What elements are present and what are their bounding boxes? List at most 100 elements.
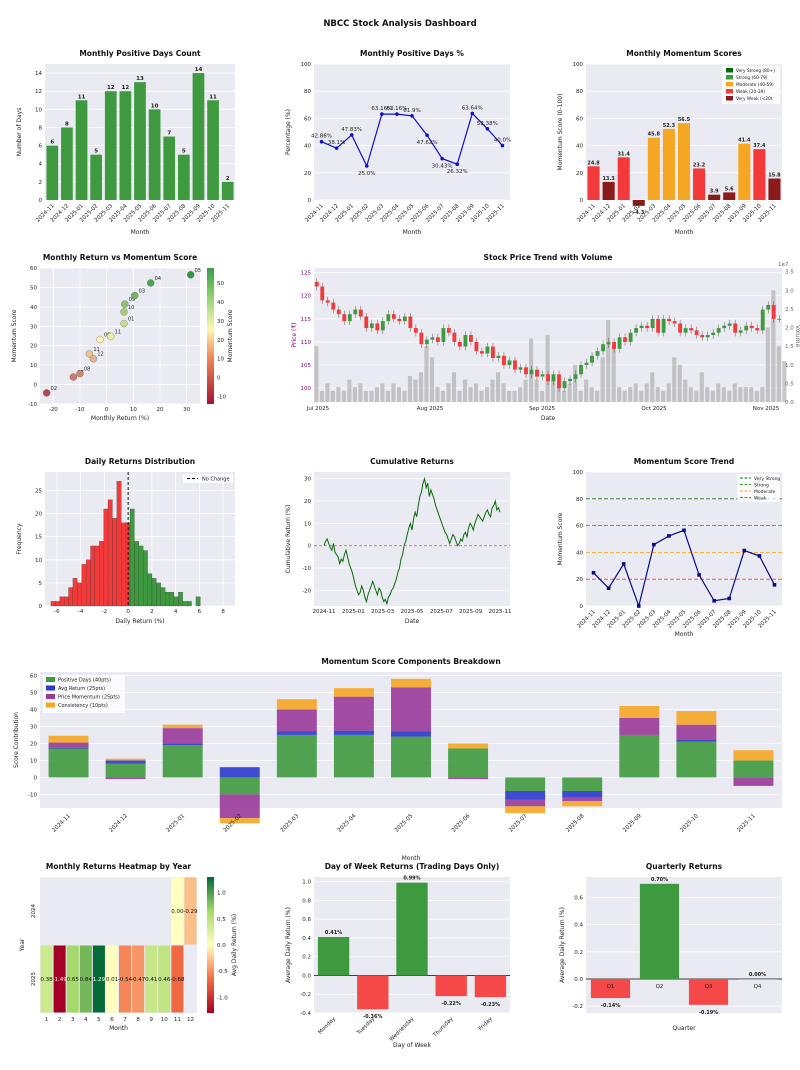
- volume-bar: [540, 390, 545, 402]
- candle: [314, 281, 319, 287]
- volume-tick: 3.5: [785, 270, 794, 276]
- stacked-bar-segment: [733, 760, 774, 778]
- histogram-bar: [77, 582, 82, 607]
- colorbar-tick: 0: [217, 376, 221, 382]
- x-tick-label: 8: [221, 609, 225, 615]
- bar: [192, 73, 205, 200]
- volume-bar: [518, 387, 523, 402]
- volume-bar: [490, 379, 495, 402]
- candle: [606, 341, 611, 345]
- volume-bar: [776, 346, 781, 402]
- volume-bar: [578, 390, 583, 402]
- y-tick-label: 30: [30, 324, 37, 330]
- volume-bar: [363, 390, 368, 402]
- y-tick-label: 1.0: [302, 880, 311, 886]
- data-point: [43, 389, 51, 397]
- histogram-bar: [99, 541, 104, 607]
- histogram-bar: [55, 601, 60, 607]
- y-tick-label: 40: [30, 707, 37, 713]
- data-label: 45.8: [648, 132, 661, 138]
- volume-bar: [606, 320, 611, 402]
- chart-title: Momentum Score Components Breakdown: [321, 657, 500, 666]
- x-tick-label: 2025-03: [280, 813, 301, 834]
- y-tick-label: 0.4: [302, 936, 311, 942]
- point-label: 05: [195, 268, 201, 274]
- colorbar: [207, 877, 214, 1013]
- colorbar-tick: -1.0: [217, 995, 228, 1001]
- candle: [485, 346, 490, 354]
- volume-bar: [556, 387, 561, 402]
- volume-bar: [319, 390, 324, 402]
- stacked-bar-segment: [676, 724, 717, 740]
- heatmap-value: 0.01: [106, 977, 118, 983]
- volume-bar: [314, 346, 319, 402]
- data-label: -0.19%: [699, 1010, 718, 1016]
- x-tick-label: Nov 2025: [753, 406, 780, 412]
- data-label: -0.14%: [601, 1003, 620, 1009]
- histogram-bar: [187, 601, 192, 607]
- chart-title: Monthly Returns Heatmap by Year: [46, 862, 191, 871]
- point-label: 11: [115, 329, 121, 335]
- y-tick-label: 100: [301, 386, 312, 392]
- volume-bar: [710, 390, 715, 402]
- y-tick-label: 0: [39, 198, 43, 204]
- heatmap-value: 0.65: [67, 977, 80, 983]
- data-point: [470, 111, 475, 116]
- bar: [632, 200, 645, 206]
- volume-bar: [650, 372, 655, 402]
- data-point: [131, 291, 139, 300]
- colorbar-tick: 10: [217, 357, 224, 363]
- data-point: [395, 112, 399, 116]
- stacked-bar-segment: [505, 799, 546, 807]
- data-point: [319, 139, 324, 144]
- candle: [694, 330, 699, 335]
- volume-bar: [391, 383, 396, 402]
- y-tick-label: 40: [576, 144, 583, 150]
- volume-bar: [402, 390, 407, 402]
- point-label: 04: [155, 276, 161, 282]
- stacked-bar-segment: [276, 709, 317, 732]
- stacked-bar-segment: [333, 696, 374, 731]
- y-tick-label: 105: [301, 363, 312, 369]
- candle: [727, 323, 732, 326]
- candle: [325, 300, 330, 303]
- heatmap-cell: [66, 945, 79, 1013]
- histogram-bar: [68, 587, 74, 607]
- candle: [491, 346, 495, 359]
- data-point: [76, 370, 84, 378]
- data-point: [697, 573, 701, 577]
- x-axis-label: Month: [109, 1025, 128, 1032]
- pos-pct-chart: 0 20 40 60 80 100 Monthly Positive Days % Month…: [285, 49, 511, 236]
- data-label: 63.16%: [386, 106, 407, 112]
- data-label: 41.4: [738, 138, 751, 144]
- chart-title: Monthly Positive Days Count: [79, 49, 201, 58]
- x-axis-label: Daily Return (%): [115, 618, 164, 625]
- stacked-bar-segment: [505, 791, 546, 800]
- x-tick-label: 10: [130, 407, 137, 413]
- y-tick-label: 100: [573, 470, 584, 476]
- legend-swatch: [726, 89, 733, 94]
- candle: [380, 321, 385, 331]
- bar: [738, 143, 751, 200]
- candle: [502, 355, 506, 366]
- y-tick-label: 6: [39, 144, 43, 150]
- data-point: [440, 156, 444, 161]
- candle: [672, 321, 677, 324]
- histogram-bar: [116, 481, 122, 607]
- chart-title: Stock Price Trend with Volume: [484, 253, 613, 262]
- cum-ret-chart: -20 -10 0 10 20 30 Cumulative Returns Date Cumul…: [285, 457, 511, 625]
- histogram-bar: [81, 564, 87, 607]
- data-label: -0.36%: [363, 1014, 382, 1020]
- x-tick-label: 2025-07: [430, 609, 453, 615]
- heatmap-cell: [158, 945, 171, 1013]
- bar: [75, 100, 88, 200]
- bar: [163, 136, 176, 200]
- y-tick-label: 20: [30, 344, 37, 350]
- legend-label: Moderate (40-59): [736, 82, 774, 88]
- y-tick-label: 10: [35, 558, 42, 564]
- candle: [716, 328, 721, 333]
- heatmap-cell: [184, 877, 197, 945]
- y-axis-label: Score Contribution: [13, 712, 20, 768]
